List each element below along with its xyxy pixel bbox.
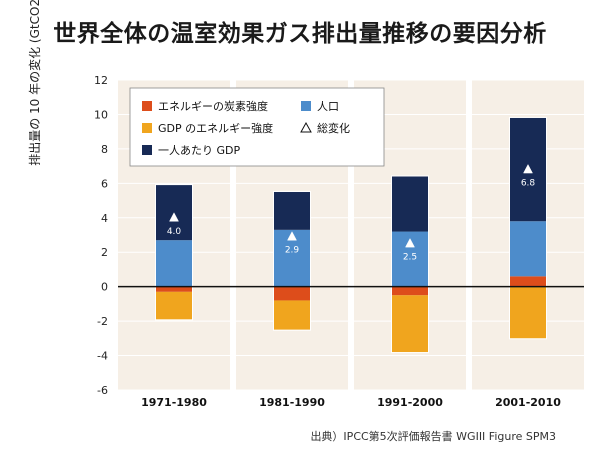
legend-label: エネルギーの炭素強度	[158, 99, 268, 113]
legend-box	[129, 87, 385, 167]
y-tick-label: 10	[94, 108, 108, 121]
bar-outline	[273, 190, 311, 331]
total-change-label: 2.5	[403, 253, 417, 263]
bar-gdp_per_capita	[274, 191, 310, 230]
legend-swatch-carbon_intensity	[142, 101, 152, 111]
y-tick-label: 0	[101, 281, 108, 294]
y-tick-label: 8	[101, 143, 108, 156]
x-tick-label: 1991-2000	[377, 396, 443, 409]
total-change-label: 6.8	[521, 179, 536, 189]
y-tick-label: 12	[94, 74, 108, 87]
bar-outline	[509, 116, 547, 340]
chart-title: 世界全体の温室効果ガス排出量推移の要因分析	[53, 21, 547, 47]
bar-population	[156, 240, 192, 287]
bar-carbon_intensity	[392, 286, 428, 296]
y-tick-label: -2	[97, 315, 108, 328]
bar-energy_intensity	[156, 291, 192, 320]
y-tick-label: -6	[97, 384, 108, 397]
bar-energy_intensity	[392, 295, 428, 353]
bar-outline	[155, 184, 193, 321]
legend-label: GDP のエネルギー強度	[158, 121, 273, 135]
y-tick-label: -4	[97, 350, 108, 363]
legend-label: 総変化	[317, 121, 350, 135]
total-change-marker	[405, 238, 415, 248]
legend-triangle-icon	[300, 121, 312, 133]
x-tick-label: 1981-1990	[259, 396, 325, 409]
y-tick-label: 4	[101, 212, 108, 225]
total-change-label: 4.0	[167, 227, 182, 237]
legend-swatch-energy_intensity	[142, 123, 152, 133]
y-tick-label: 6	[101, 177, 108, 190]
bar-population	[510, 221, 546, 277]
bar-carbon_intensity	[510, 276, 546, 287]
legend-label: 人口	[317, 100, 339, 113]
chart-bars: 4.0 2.9 2.5 6.8	[118, 116, 584, 354]
y-tick-label: 2	[101, 246, 108, 259]
bar-carbon_intensity	[274, 286, 310, 301]
y-axis-ticks: -6 -4 -2 0 2 4 6 8 10 12	[94, 74, 108, 397]
bar-energy_intensity	[510, 286, 546, 339]
y-axis-label: 排出量の 10 年の変化 (GtCO2)	[28, 0, 42, 166]
total-change-marker	[169, 212, 179, 222]
bar-outline	[391, 175, 429, 354]
x-tick-label: 2001-2010	[495, 396, 561, 409]
y-axis-label-wrap: 排出量の 10 年の変化 (GtCO2)	[26, 0, 46, 180]
total-change-marker	[287, 231, 297, 241]
bar-gdp_per_capita	[392, 176, 428, 232]
legend-swatch-gdp_per_capita	[142, 145, 152, 155]
x-axis-labels: 1971-1980 1981-1990 1991-2000 2001-2010	[141, 396, 561, 409]
x-tick-label: 1971-1980	[141, 396, 207, 409]
legend-label: 一人あたり GDP	[158, 144, 240, 157]
legend-swatch-population	[301, 101, 311, 111]
source-note: 出典）IPCC第5次評価報告書 WGIII Figure SPM3	[310, 430, 556, 443]
bar-energy_intensity	[274, 300, 310, 330]
total-change-label: 2.9	[285, 246, 300, 256]
bar-carbon_intensity	[156, 286, 192, 292]
total-change-marker	[523, 164, 533, 174]
